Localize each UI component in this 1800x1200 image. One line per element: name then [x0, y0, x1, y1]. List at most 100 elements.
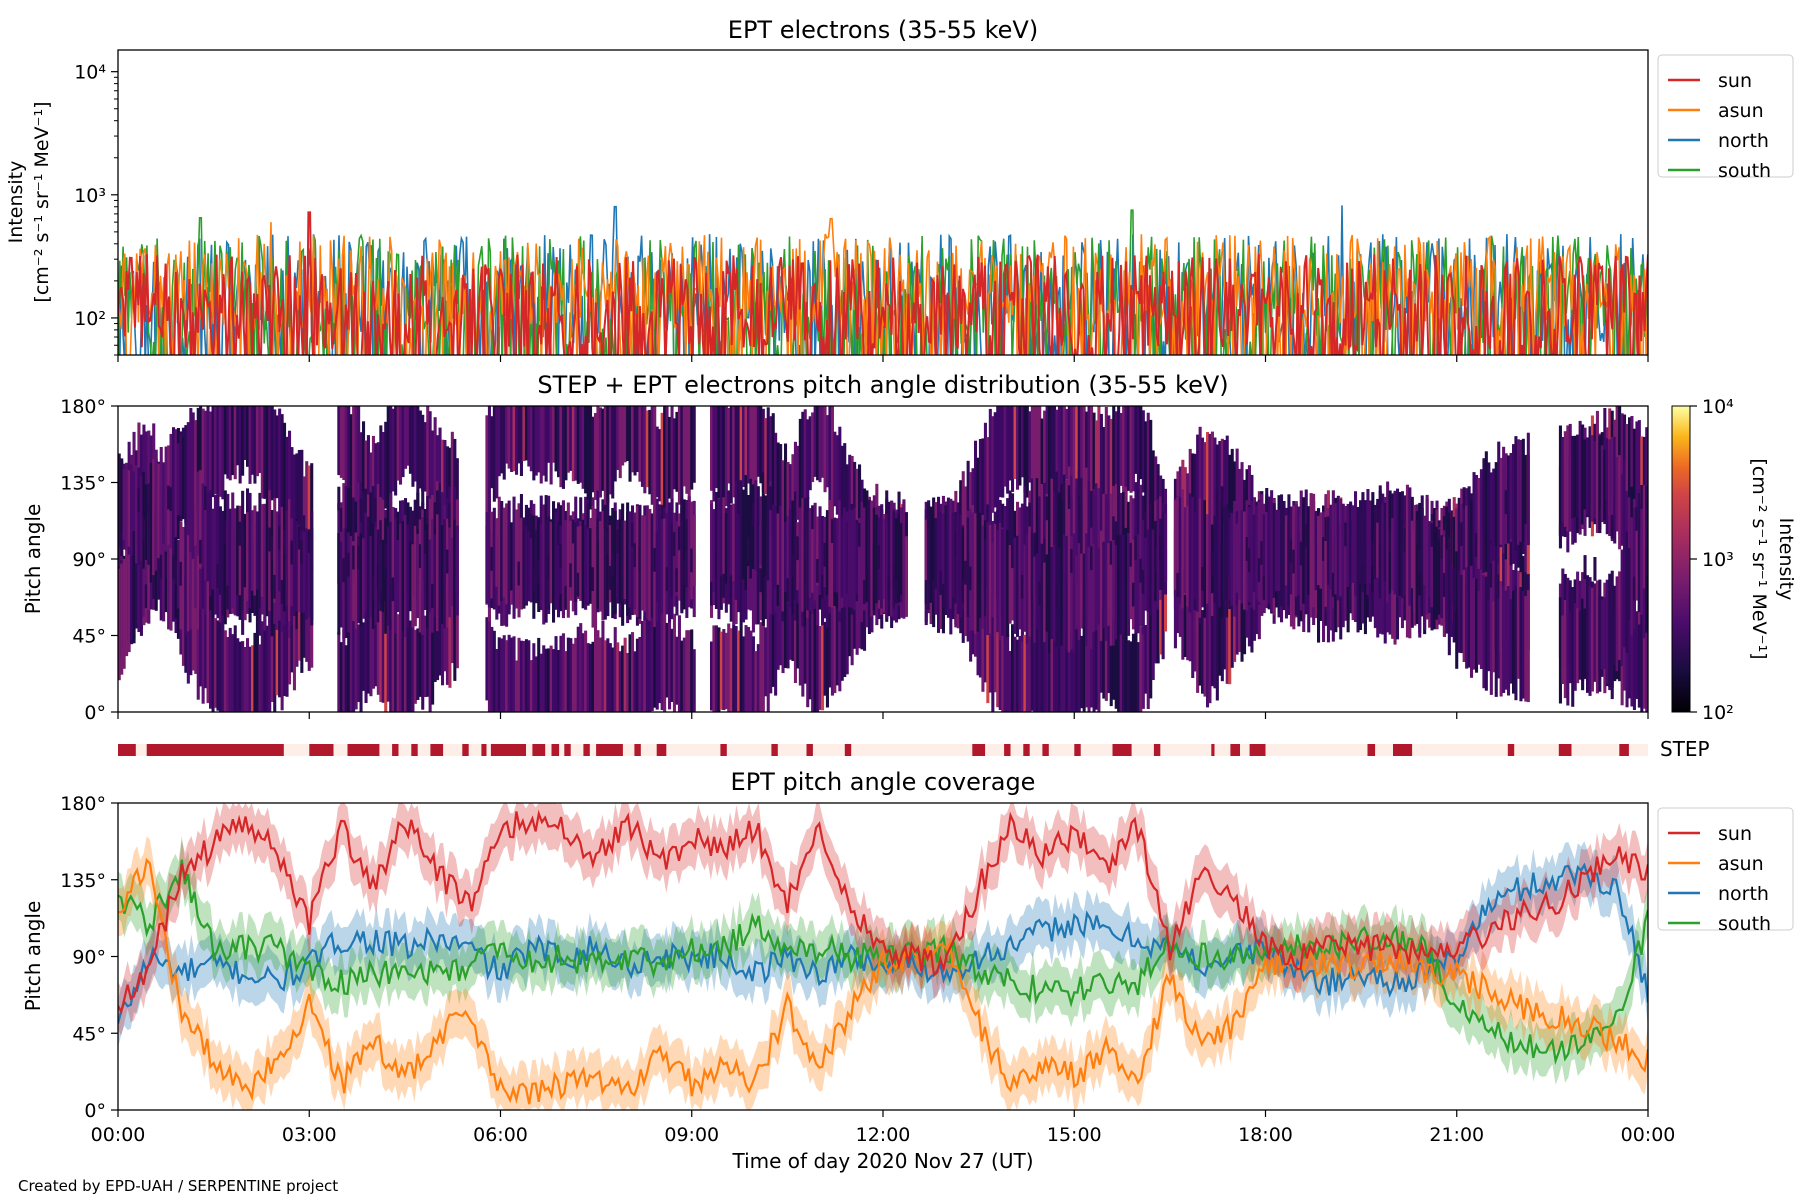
pad-cell-sun [379, 425, 383, 525]
pad-cell-asun [1067, 632, 1071, 712]
pad-cell-sun [1085, 411, 1089, 489]
pad-cell-asun [189, 586, 193, 676]
pad-cell-asun [710, 641, 714, 711]
pad-cell-south [401, 521, 405, 631]
pad-cell-south [1430, 520, 1434, 608]
pad-cell-sun [1020, 406, 1024, 478]
pad-cell-south [816, 516, 820, 586]
pad-cell-south [1497, 597, 1501, 679]
pad-cell-fill [1391, 494, 1395, 518]
pad-cell-south [648, 508, 652, 621]
x-tick-label: 00:00 [91, 1124, 146, 1146]
pad-cell-sun [231, 406, 235, 476]
pad-cell-south [339, 541, 343, 628]
pad-cell-sun [1114, 411, 1118, 499]
pad-cell-south [566, 502, 570, 618]
pad-cell-south [776, 513, 780, 585]
pad-cell-south [1514, 585, 1518, 701]
pad-cell-south [1302, 497, 1306, 604]
pad-cell-south [396, 540, 400, 612]
pad-cell-asun [816, 611, 820, 712]
pad-cell-asun [512, 636, 516, 712]
pad-cell-sun [497, 406, 501, 477]
pad-cell-sun [339, 406, 343, 478]
pad-cell-asun [384, 601, 388, 712]
pad-cell-asun [1149, 586, 1153, 699]
pad-cell-asun [399, 616, 403, 712]
pad-cell-south [500, 501, 504, 602]
pad-cell-south [502, 507, 506, 598]
pad-cell-fill [1583, 555, 1587, 579]
pad-cell-asun [576, 626, 580, 712]
pad-cell-north [1613, 436, 1617, 544]
pad-cell-south [278, 513, 282, 592]
pad-cell-sun [416, 406, 420, 507]
pad-cell-sun [791, 454, 795, 536]
pad-cell-fill [685, 527, 689, 552]
pad-cell-sun [297, 450, 301, 558]
pad-cell-fill [379, 520, 383, 544]
pad-cell-south [660, 519, 664, 614]
pad-cell-south [1057, 547, 1061, 639]
pad-cell-fill [964, 560, 968, 585]
pad-cell-asun [1040, 623, 1044, 712]
pad-cell-fill [273, 574, 277, 599]
pad-cell-north [1376, 523, 1380, 638]
pad-cell-asun [218, 612, 222, 712]
pad-cell-asun [485, 617, 489, 701]
coverage-x-label: Time of day 2020 Nov 27 (UT) [732, 1149, 1034, 1173]
pad-cell-fill [611, 553, 615, 577]
pad-y-label: Pitch angle [21, 504, 45, 615]
pad-cell-north [1457, 497, 1461, 613]
pad-cell-south [1307, 506, 1311, 595]
pad-cell-asun [1186, 577, 1190, 661]
step-active-interval [720, 744, 727, 756]
pad-cell-south [413, 525, 417, 627]
pad-cell-south [1028, 542, 1032, 637]
pad-cell-sun [1104, 407, 1108, 524]
pad-cell-sun [1065, 408, 1069, 479]
pad-cell-south [1484, 576, 1488, 691]
pad-cell-sun [492, 406, 496, 502]
pad-cell-asun [677, 615, 681, 712]
pad-cell-south [1070, 536, 1074, 650]
pad-cell-north [122, 558, 126, 669]
pad-cell-south [364, 542, 368, 613]
pad-cell-fill [877, 545, 881, 569]
pad-cell-asun [557, 650, 561, 712]
pad-cell-south [206, 493, 210, 582]
pad-cell-fill [246, 488, 250, 513]
pad-cell-north [1620, 474, 1624, 546]
pad-cell-sun [1228, 454, 1232, 538]
coverage-series [118, 803, 1648, 1110]
pad-cell-fill [436, 490, 440, 515]
pad-cell-south [534, 529, 538, 604]
pad-cell-asun [771, 601, 775, 687]
pad-cell-asun [196, 581, 200, 700]
pad-cell-asun [1129, 641, 1133, 712]
pad-cell-asun [680, 640, 684, 712]
pad-cell-south [275, 511, 279, 590]
pad-cell-south [1309, 493, 1313, 608]
pad-cell-asun [273, 609, 277, 712]
pad-cell-asun [1628, 603, 1632, 699]
pad-cell-south [1203, 500, 1207, 618]
pad-cell-fill [169, 487, 173, 511]
pad-cell-asun [433, 609, 437, 682]
pad-cell-south [1176, 496, 1180, 596]
pad-cell-fill [1410, 496, 1414, 521]
pad-cell-asun [270, 631, 274, 702]
pad-cell-north [137, 532, 141, 632]
pad-cell-asun [283, 602, 287, 696]
pad-cell-north [1595, 443, 1599, 519]
pad-cell-south [305, 528, 309, 620]
pad-cell-south [406, 524, 410, 628]
pad-cell-south [754, 480, 758, 571]
pad-cell-north [132, 542, 136, 644]
pad-cell-fill [238, 521, 242, 546]
pad-cell-south [1516, 608, 1520, 679]
pad-cell-south [517, 503, 521, 618]
pad-cell-fill [1265, 488, 1269, 512]
pad-cell-fill [159, 554, 163, 579]
